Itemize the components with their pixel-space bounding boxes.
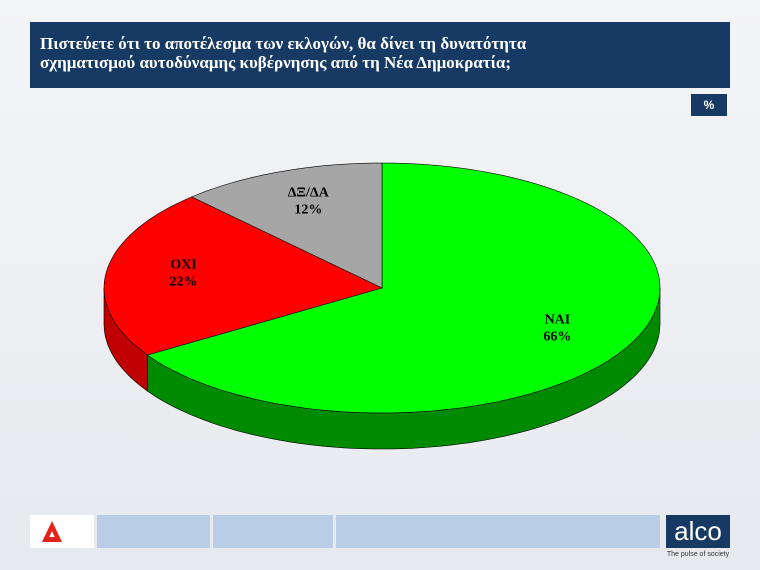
header: Πιστεύετε ότι το αποτέλεσμα των εκλογών,…: [30, 22, 730, 88]
footer-bar: [336, 515, 660, 548]
slice-label: ΝΑΙ: [545, 312, 571, 327]
brand: alco: [666, 515, 730, 548]
logo-icon: [42, 521, 62, 542]
chart-title: Πιστεύετε ότι το αποτέλεσμα των εκλογών,…: [40, 34, 527, 72]
slice-label: ΟΧΙ: [170, 258, 196, 273]
tagline: The pulse of society: [666, 551, 730, 558]
footer-bar: [213, 515, 333, 548]
value-label: 22%: [169, 275, 197, 290]
logo: [30, 515, 94, 548]
unit-badge: %: [691, 94, 727, 116]
slice: [103, 196, 383, 356]
slice: [190, 162, 383, 289]
footer-bar: [97, 515, 210, 548]
value-label: 66%: [543, 329, 571, 344]
slice: [146, 162, 661, 414]
value-label: 12%: [294, 202, 322, 217]
slice-label: ΔΞ/ΔΑ: [288, 185, 330, 200]
